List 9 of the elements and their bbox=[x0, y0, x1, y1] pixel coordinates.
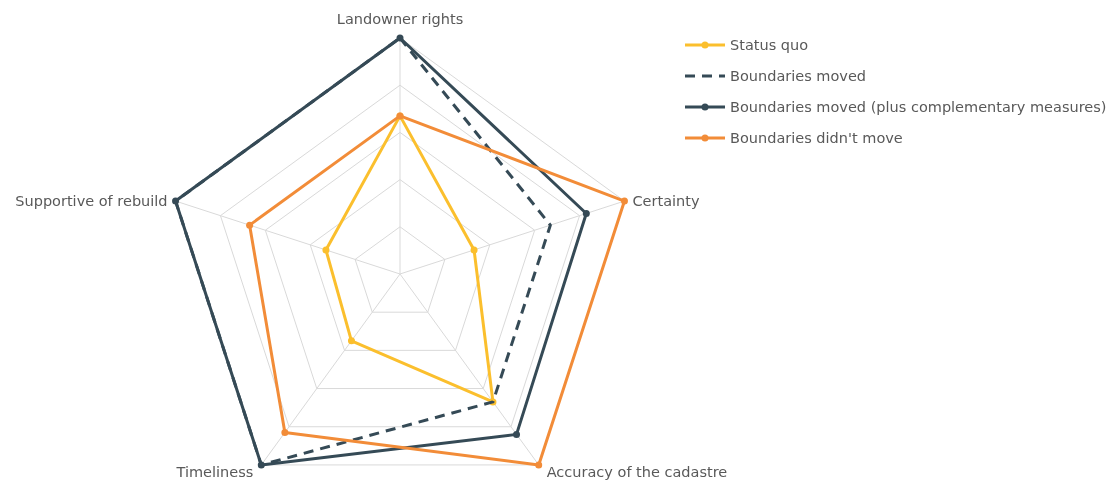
spoke-label: Accuracy of the cadastre bbox=[546, 463, 728, 480]
legend-label: Status quo bbox=[730, 37, 809, 53]
legend-label: Boundaries moved (plus complementary measures) bbox=[730, 99, 1107, 115]
spoke-label: Supportive of rebuild bbox=[15, 193, 168, 210]
spoke-label: Landowner rights bbox=[336, 11, 464, 27]
legend-label: Boundaries didn't move bbox=[730, 130, 903, 146]
legend-label: Boundaries moved bbox=[730, 68, 867, 84]
spoke-label: Certainty bbox=[632, 193, 700, 210]
spoke-label: Timeliness bbox=[175, 463, 254, 480]
